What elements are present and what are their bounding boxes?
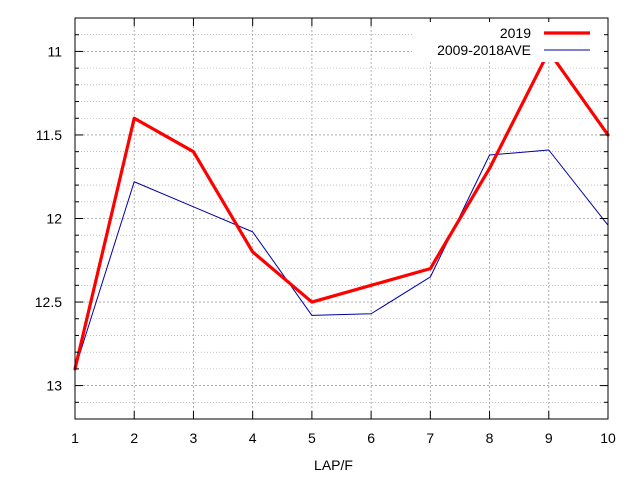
series-line-2019: [73, 49, 610, 371]
y-tick-label: 12.5: [35, 294, 62, 310]
legend-label: 2009-2018AVE: [437, 42, 531, 58]
legend-background: [412, 22, 604, 62]
y-tick-label: 12: [46, 211, 62, 227]
x-tick-label: 10: [600, 430, 616, 446]
y-tick-label: 11.5: [36, 127, 62, 143]
series-group: [73, 49, 610, 371]
legend-label: 2019: [500, 25, 531, 41]
grid: [75, 18, 608, 419]
x-axis-label: LAP/F: [314, 457, 353, 473]
y-tick-label: 11: [47, 43, 62, 59]
x-tick-label: 2: [130, 430, 138, 446]
x-tick-label: 7: [426, 430, 434, 446]
series-line-average: [74, 149, 609, 370]
y-tick-label: 13: [46, 378, 62, 394]
x-tick-label: 3: [190, 430, 198, 446]
x-tick-label: 9: [545, 430, 553, 446]
x-tick-label: 5: [308, 430, 316, 446]
x-tick-label: 8: [486, 430, 494, 446]
x-tick-label: 1: [71, 430, 79, 446]
x-tick-label: 6: [367, 430, 375, 446]
x-tick-label: 4: [249, 430, 257, 446]
